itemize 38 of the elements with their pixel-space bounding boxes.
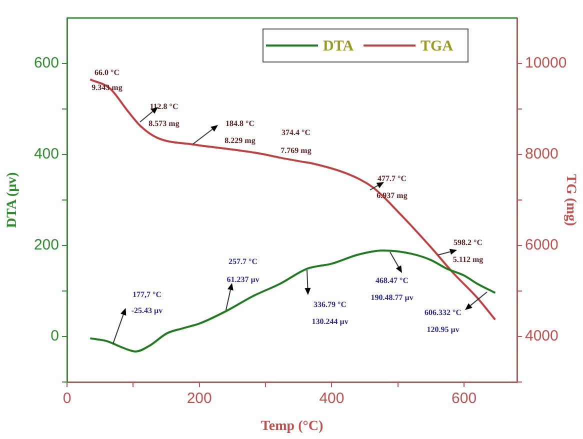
x-tick-label: 600 bbox=[452, 390, 477, 408]
annotation: 598.2 °C bbox=[454, 238, 483, 248]
annotation: 257.7 °C bbox=[228, 257, 258, 266]
y2-axis-title: TG (mg) bbox=[562, 174, 578, 226]
y2-tick-label: 10000 bbox=[525, 54, 567, 72]
annotation: 336.79 °C bbox=[314, 300, 347, 310]
annotation: 184.8 °C bbox=[226, 119, 255, 128]
y2-tick-label: 4000 bbox=[525, 328, 558, 345]
x-tick-label: 400 bbox=[319, 390, 344, 408]
y-tick-label: 600 bbox=[34, 54, 59, 72]
line-series bbox=[89, 250, 496, 353]
annotation: 606.332 °C bbox=[424, 308, 462, 318]
annotation: 61.237 µv bbox=[226, 275, 260, 284]
annotation: 66.0 °C bbox=[94, 68, 120, 78]
annotation: 7.769 mg bbox=[280, 146, 312, 156]
annotation: 130.244 µv bbox=[312, 317, 348, 326]
legend-label: DTA bbox=[323, 38, 354, 54]
annotation: 477.7 °C bbox=[378, 174, 407, 184]
y-tick-label: 0 bbox=[50, 328, 59, 345]
x-tick-label: 200 bbox=[186, 390, 212, 408]
annotation: 8.573 mg bbox=[148, 119, 180, 128]
annotation: 190.48.77 µv bbox=[370, 293, 414, 302]
x-axis-title: Temp (°C) bbox=[260, 419, 324, 434]
annotation: 468.47 °C bbox=[376, 276, 409, 286]
y2-tick-label: 6000 bbox=[525, 236, 558, 254]
annotation: -25.43 µv bbox=[131, 306, 163, 316]
annotation: 177,7 °C bbox=[132, 290, 162, 300]
legend-label: TGA bbox=[420, 38, 454, 54]
annotation: 5.112 mg bbox=[452, 255, 484, 264]
y-tick-label: 200 bbox=[34, 236, 59, 254]
annotation: 9.343 mg bbox=[92, 83, 122, 92]
annotation: 120.95 µv bbox=[426, 325, 460, 334]
annotation: 374.4 °C bbox=[282, 128, 311, 138]
y-tick-label: 400 bbox=[34, 146, 59, 163]
y2-tick-label: 8000 bbox=[525, 146, 558, 163]
x-tick-label: 0 bbox=[62, 390, 72, 408]
y-axis-title: DTA (µv) bbox=[5, 172, 20, 228]
annotation: 8.229 mg bbox=[224, 136, 256, 146]
